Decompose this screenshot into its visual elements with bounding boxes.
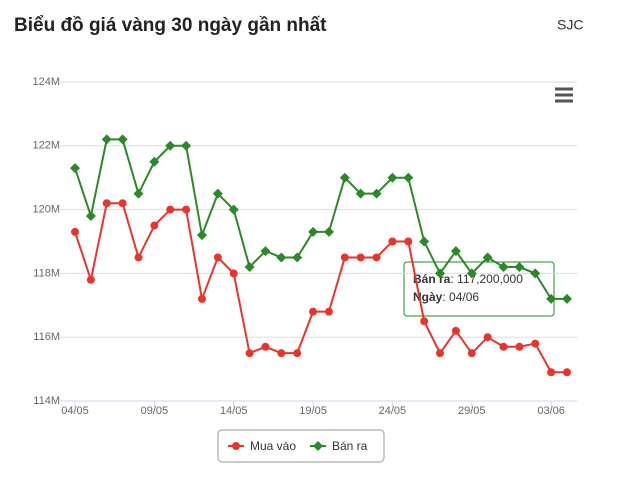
point — [562, 293, 572, 304]
point — [451, 326, 460, 335]
x-tick-label: 04/05 — [61, 405, 89, 417]
legend-marker — [313, 441, 323, 451]
point — [277, 349, 286, 358]
point — [466, 268, 477, 279]
point — [515, 342, 524, 351]
point — [355, 188, 366, 199]
series-line — [74, 138, 567, 300]
legend — [217, 429, 385, 463]
point — [436, 349, 445, 358]
point — [118, 199, 127, 208]
y-tick-label: 118M — [33, 267, 60, 279]
point — [70, 163, 80, 174]
x-tick-label: 29/05 — [458, 405, 486, 417]
point — [182, 205, 191, 214]
point — [293, 349, 302, 358]
point — [165, 140, 176, 151]
x-tick-label: 24/05 — [379, 405, 407, 417]
point — [323, 226, 334, 237]
point — [372, 253, 381, 262]
point — [261, 342, 270, 351]
point — [450, 246, 461, 257]
point — [309, 307, 318, 316]
x-tick-label: 09/05 — [141, 405, 169, 417]
point — [419, 236, 430, 247]
point — [229, 269, 238, 278]
point — [530, 268, 541, 279]
point — [244, 262, 255, 273]
point — [483, 333, 492, 342]
point — [117, 134, 128, 145]
point — [245, 349, 254, 358]
point — [149, 156, 160, 167]
point — [134, 253, 143, 262]
point — [150, 221, 159, 230]
point — [339, 172, 350, 183]
x-tick-label: 14/05 — [220, 405, 248, 417]
point — [435, 268, 446, 279]
point — [85, 210, 96, 221]
point — [482, 252, 493, 263]
tooltip-series: Bán ra — [413, 272, 451, 286]
y-tick-label: 116M — [33, 331, 60, 343]
x-tick-label: 19/05 — [299, 405, 327, 417]
point — [531, 339, 540, 348]
point — [404, 237, 413, 246]
point — [546, 293, 557, 304]
point — [260, 246, 271, 257]
legend-label: Bán ra — [332, 439, 368, 453]
point — [547, 368, 556, 377]
point — [71, 227, 79, 236]
menu-icon[interactable] — [555, 87, 573, 103]
legend-marker — [232, 442, 240, 450]
tooltip-sep: : — [442, 290, 449, 304]
point — [467, 349, 476, 358]
point — [371, 188, 382, 199]
point — [86, 275, 95, 284]
chart-title: Biểu đồ giá vàng 30 ngày gần nhất — [14, 15, 327, 36]
point — [102, 199, 111, 208]
tooltip — [403, 261, 555, 317]
point — [324, 307, 333, 316]
y-tick-label: 120M — [32, 204, 60, 216]
point — [197, 294, 206, 303]
point — [276, 252, 287, 263]
point — [213, 253, 222, 262]
point — [403, 172, 414, 183]
x-tick-label: 03/06 — [537, 405, 565, 417]
y-tick-label: 114M — [33, 395, 60, 407]
y-tick-label: 122M — [32, 140, 60, 152]
point — [356, 253, 365, 262]
point — [420, 317, 429, 326]
point — [212, 188, 223, 199]
point — [228, 204, 239, 215]
point — [181, 140, 192, 151]
tooltip-sep: : — [450, 272, 457, 286]
point — [514, 262, 525, 273]
tooltip-line: Ngày: 04/06 — [413, 290, 479, 304]
point — [498, 262, 509, 273]
point — [133, 188, 144, 199]
tooltip-date: 04/06 — [449, 290, 479, 304]
point — [387, 172, 398, 183]
point — [166, 205, 175, 214]
tooltip-value: 117,200,000 — [457, 272, 523, 286]
point — [101, 134, 112, 145]
chart-subtitle: SJC — [557, 17, 583, 33]
point — [308, 226, 319, 237]
point — [388, 237, 397, 246]
y-tick-label: 124M — [32, 76, 60, 88]
point — [196, 230, 207, 241]
legend-label: Mua vào — [250, 439, 296, 453]
point — [499, 342, 508, 351]
point — [563, 368, 571, 377]
point — [292, 252, 303, 263]
point — [340, 253, 349, 262]
